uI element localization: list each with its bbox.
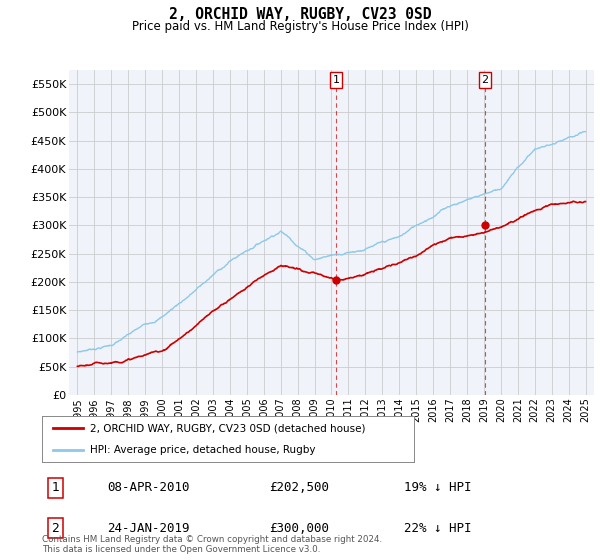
Text: 24-JAN-2019: 24-JAN-2019 <box>107 522 190 535</box>
Text: 2, ORCHID WAY, RUGBY, CV23 0SD: 2, ORCHID WAY, RUGBY, CV23 0SD <box>169 7 431 22</box>
Text: £202,500: £202,500 <box>269 482 329 494</box>
Text: 1: 1 <box>52 482 59 494</box>
Text: 19% ↓ HPI: 19% ↓ HPI <box>404 482 472 494</box>
Text: 2, ORCHID WAY, RUGBY, CV23 0SD (detached house): 2, ORCHID WAY, RUGBY, CV23 0SD (detached… <box>91 423 366 433</box>
Text: Contains HM Land Registry data © Crown copyright and database right 2024.
This d: Contains HM Land Registry data © Crown c… <box>42 535 382 554</box>
Text: 2: 2 <box>482 74 488 85</box>
Text: £300,000: £300,000 <box>269 522 329 535</box>
Text: 08-APR-2010: 08-APR-2010 <box>107 482 190 494</box>
Text: HPI: Average price, detached house, Rugby: HPI: Average price, detached house, Rugb… <box>91 445 316 455</box>
Text: 1: 1 <box>332 74 340 85</box>
Text: Price paid vs. HM Land Registry's House Price Index (HPI): Price paid vs. HM Land Registry's House … <box>131 20 469 32</box>
Text: 2: 2 <box>52 522 59 535</box>
Text: 22% ↓ HPI: 22% ↓ HPI <box>404 522 472 535</box>
